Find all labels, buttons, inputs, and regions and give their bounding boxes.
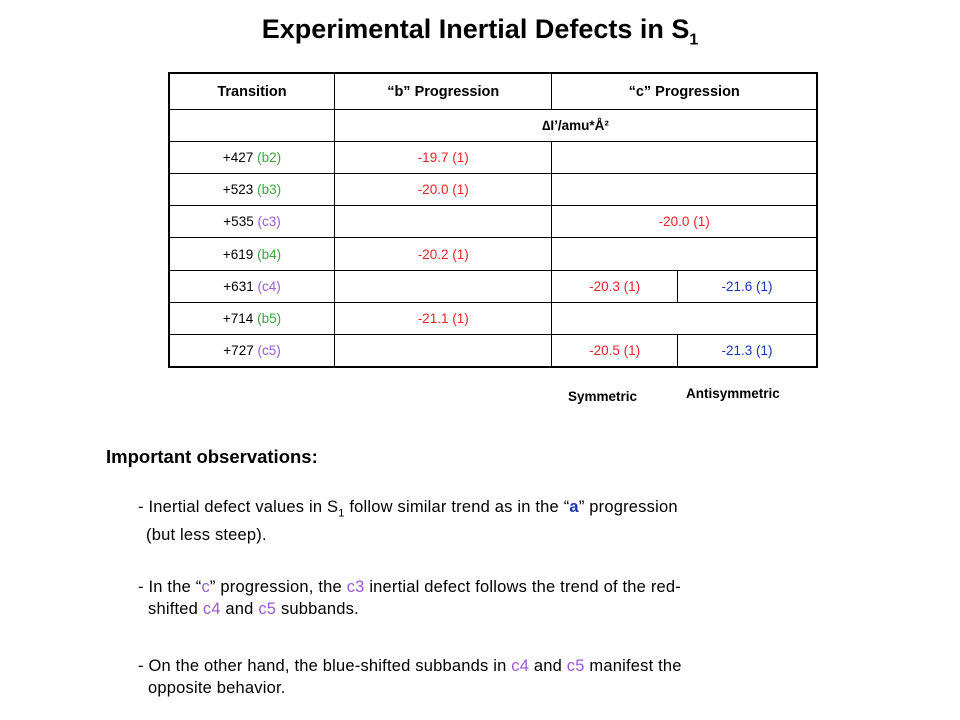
transition-cell: +631 (c4) — [168, 269, 336, 303]
band-label: (c4) — [257, 278, 281, 294]
transition-cell: +523 (b3) — [168, 173, 336, 207]
band-label: (b5) — [257, 310, 282, 326]
c-value-cell — [551, 141, 818, 175]
b-value-cell — [334, 333, 553, 368]
band-label: (b2) — [257, 150, 282, 166]
transition-cell: +619 (b4) — [168, 237, 336, 271]
obs2-c5-highlight: c5 — [258, 600, 277, 618]
antisymmetric-value-cell: -21.6 (1) — [676, 269, 818, 303]
transition-number: +727 — [223, 342, 254, 358]
obs3-text-a: - On the other hand, the blue-shifted su… — [138, 657, 512, 675]
obs1-subscript: 1 — [338, 507, 345, 520]
c-value-cell: -20.0 (1) — [551, 205, 818, 239]
table-row: +619 (b4) -20.2 (1) — [168, 237, 818, 271]
obs2-text-c: inertial defect follows the trend of the… — [364, 578, 681, 596]
observation-3-line-1: - On the other hand, the blue-shifted su… — [138, 655, 682, 677]
transition-number: +619 — [222, 246, 254, 262]
obs3-text-c: manifest the — [584, 657, 682, 675]
header-c-progression: “c” Progression — [551, 72, 818, 111]
b-value-cell — [334, 269, 553, 303]
obs1-text-b: follow similar trend as in the “ — [344, 498, 570, 516]
c-value-cell — [551, 301, 818, 335]
unit-row: ∆I’/amu*Å² — [168, 109, 818, 143]
transition-cell: +535 (c3) — [168, 205, 336, 239]
observation-2-line-2: shifted c4 and c5 subbands. — [138, 598, 681, 620]
obs2-text-a: - In the “ — [138, 578, 202, 596]
obs3-text-b: and — [529, 657, 567, 675]
b-value-cell: -20.0 (1) — [334, 173, 553, 207]
b-value-cell — [334, 205, 553, 239]
band-label: (b3) — [257, 182, 282, 198]
symmetric-value-cell: -20.5 (1) — [551, 333, 678, 368]
header-transition: Transition — [168, 72, 336, 111]
table-row: +427 (b2) -19.7 (1) — [168, 141, 818, 175]
transition-cell: +427 (b2) — [168, 141, 336, 175]
table-row: +727 (c5) -20.5 (1) -21.3 (1) — [168, 333, 818, 368]
band-label: (c5) — [257, 342, 281, 358]
b-value-cell: -19.7 (1) — [334, 141, 553, 175]
obs2-c4-highlight: c4 — [202, 600, 221, 618]
title-text: Experimental Inertial Defects in S — [261, 14, 690, 44]
band-label: (c3) — [257, 214, 281, 230]
antisymmetric-label: Antisymmetric — [686, 386, 780, 401]
table-row: +714 (b5) -21.1 (1) — [168, 301, 818, 335]
transition-number: +523 — [222, 182, 254, 198]
b-value-cell: -20.2 (1) — [334, 237, 553, 271]
observations-heading: Important observations: — [106, 446, 318, 467]
page-title: Experimental Inertial Defects in S1 — [0, 14, 960, 49]
c-value-cell — [551, 237, 818, 271]
obs2-c-highlight: c — [201, 578, 210, 596]
table-row: +523 (b3) -20.0 (1) — [168, 173, 818, 207]
transition-cell: +714 (b5) — [168, 301, 336, 335]
symmetric-value-cell: -20.3 (1) — [551, 269, 678, 303]
obs2-text-f: subbands. — [276, 600, 359, 618]
obs1-text-a: - Inertial defect values in S — [138, 498, 339, 516]
transition-number: +714 — [222, 310, 254, 326]
band-label: (b4) — [257, 246, 282, 262]
obs2-text-d: shifted — [148, 600, 203, 618]
transition-number: +427 — [222, 150, 254, 166]
inertial-defects-table: Transition “b” Progression “c” Progressi… — [168, 72, 818, 368]
title-subscript: 1 — [689, 31, 699, 49]
observation-1-line-2: (but less steep). — [146, 526, 267, 545]
table-row: +535 (c3) -20.0 (1) — [168, 205, 818, 239]
transition-cell: +727 (c5) — [168, 333, 336, 368]
transition-number: +631 — [223, 278, 254, 294]
observation-2: - In the “c” progression, the c3 inertia… — [138, 576, 681, 620]
observation-1: - Inertial defect values in S1 follow si… — [138, 496, 678, 546]
obs3-c4-highlight: c4 — [511, 657, 530, 675]
transition-number: +535 — [223, 214, 254, 230]
observation-3: - On the other hand, the blue-shifted su… — [138, 655, 682, 699]
obs3-c5-highlight: c5 — [566, 657, 585, 675]
antisymmetric-value-cell: -21.3 (1) — [676, 333, 818, 368]
unit-empty-cell — [168, 109, 336, 143]
obs2-c3-highlight: c3 — [346, 578, 365, 596]
symmetric-label: Symmetric — [568, 389, 638, 404]
unit-cell: ∆I’/amu*Å² — [334, 109, 818, 143]
c-value-cell — [551, 173, 818, 207]
observation-2-line-1: - In the “c” progression, the c3 inertia… — [138, 576, 681, 598]
header-b-progression: “b” Progression — [334, 72, 553, 111]
obs1-a-highlight: a — [569, 498, 579, 516]
obs2-text-e: and — [220, 600, 259, 618]
observation-1-line-1: - Inertial defect values in S1 follow si… — [138, 496, 678, 524]
obs1-text-c: ” progression — [578, 498, 678, 516]
table-row: +631 (c4) -20.3 (1) -21.6 (1) — [168, 269, 818, 303]
b-value-cell: -21.1 (1) — [334, 301, 553, 335]
table-header-row: Transition “b” Progression “c” Progressi… — [168, 72, 818, 111]
observation-3-line-2: opposite behavior. — [148, 679, 286, 697]
obs2-text-b: ” progression, the — [209, 578, 347, 596]
